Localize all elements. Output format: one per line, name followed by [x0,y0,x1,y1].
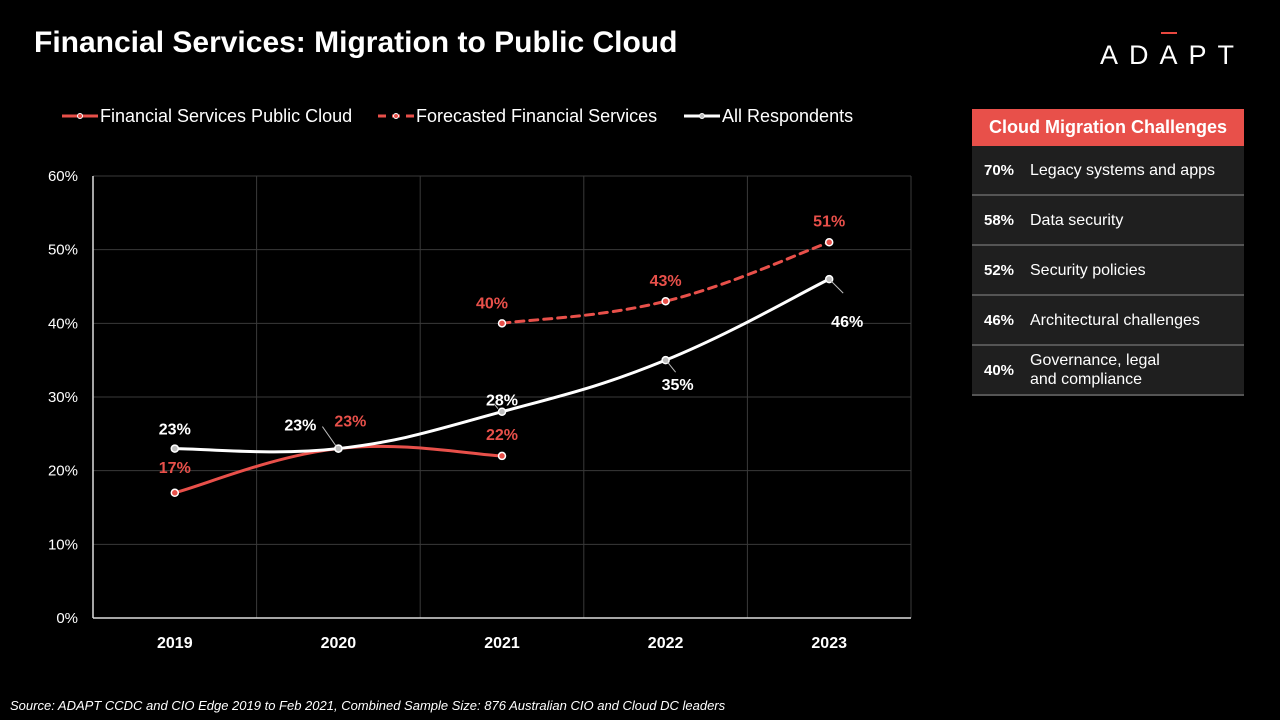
challenge-label: Architectural challenges [1030,311,1200,329]
label-leader [321,426,337,447]
challenge-pct: 46% [984,311,1015,329]
chart-data-labels: 17% 23% 22% 40% 43% 51% 23% 23% 28% 35% 46% [159,213,863,476]
challenge-row: 58% Data security [972,196,1244,246]
y-tick-label: 20% [48,463,78,480]
x-tick-label: 2023 [811,635,847,652]
label-leader [830,280,844,294]
series-line-1 [500,240,831,325]
series-line-0 [173,444,504,495]
data-point [661,296,670,306]
chart-axes: 0% 10% 20% 30% 40% 50% 60% 2019 2020 2021 2022 2023 [48,168,911,652]
x-tick-label: 2022 [648,635,684,652]
y-tick-label: 40% [48,315,78,332]
challenge-pct: 52% [984,261,1015,279]
y-tick-label: 0% [56,610,78,627]
legend-marker-0 [77,113,83,119]
chart-legend: Financial Services Public Cloud Forecaste… [62,106,853,126]
legend-label-2: All Respondents [722,106,853,126]
y-tick-label: 30% [48,389,78,406]
y-tick-label: 10% [48,536,78,553]
panel-title: Cloud Migration Challenges [972,109,1244,146]
logo-part-3: PT [1188,40,1246,70]
challenge-row: 46% Architectural challenges [972,296,1244,346]
data-point [170,444,180,453]
challenge-label: Legacy systems and apps [1030,161,1215,179]
legend-marker-1 [393,113,399,119]
data-label: 43% [650,273,682,290]
legend-marker-2 [699,113,705,119]
data-point [334,444,343,453]
challenges-panel: Cloud Migration Challenges 70% Legacy sy… [972,109,1244,396]
data-point [497,451,507,461]
data-label: 23% [159,422,191,439]
data-label: 23% [334,414,366,431]
data-point [170,488,180,498]
x-tick-label: 2019 [157,635,193,652]
challenge-row: 52% Security policies [972,246,1244,296]
challenge-pct: 58% [984,211,1015,229]
challenge-label: Data security [1030,211,1124,229]
challenge-pct: 70% [984,161,1015,179]
line-chart: Financial Services Public Cloud Forecaste… [48,106,912,652]
data-label: 23% [284,418,316,435]
page-title: Financial Services: Migration to Public … [34,26,678,59]
x-tick-label: 2021 [484,635,520,652]
challenge-row: 40% Governance, legal and compliance [972,346,1244,396]
source-note: Source: ADAPT CCDC and CIO Edge 2019 to … [10,698,726,713]
data-label: 40% [476,295,508,312]
adapt-logo: ADAPT [1100,32,1246,71]
legend-label-0: Financial Services Public Cloud [100,106,352,126]
x-tick-label: 2020 [321,635,357,652]
y-tick-label: 50% [48,242,78,259]
data-point [661,355,670,365]
data-label: 17% [159,460,191,477]
legend-label-1: Forecasted Financial Services [416,106,657,126]
data-point [824,274,834,284]
chart-grid [93,175,912,618]
logo-part-1: AD [1100,40,1160,70]
logo-part-2: A [1159,32,1189,70]
label-leader [667,361,676,373]
data-label: 22% [486,427,518,444]
data-label: 28% [486,393,518,410]
data-point [497,319,507,328]
chart-points [170,238,834,498]
data-label: 46% [831,314,863,331]
data-label: 51% [813,213,845,230]
challenge-label: Governance, legal and compliance [1030,352,1160,388]
data-point [497,407,507,416]
data-label: 35% [662,377,694,394]
data-point [824,238,834,247]
y-tick-label: 60% [48,168,78,185]
label-leader [493,403,499,410]
challenge-label: Security policies [1030,261,1146,279]
challenge-pct: 40% [984,361,1015,379]
challenge-row: 70% Legacy systems and apps [972,146,1244,196]
